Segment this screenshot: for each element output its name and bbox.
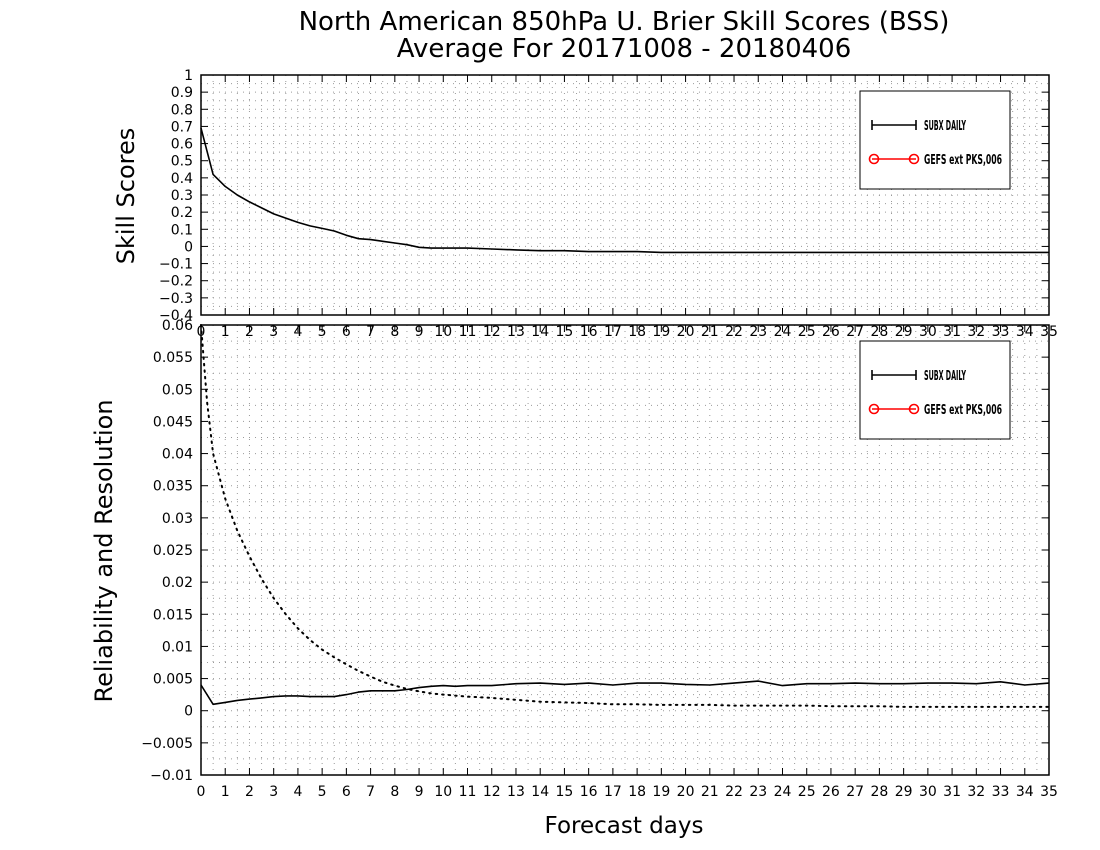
top-y-tick-label: 1	[184, 68, 193, 84]
bottom-y-tick-label: 0.02	[162, 575, 193, 591]
bottom-x-tick-label: 20	[677, 784, 695, 800]
top-y-tick-label: 0	[184, 239, 193, 255]
bottom-x-tick-label: 29	[895, 784, 913, 800]
top-legend-box	[859, 90, 1011, 190]
bottom-legend: SUBX DAILY GEFS ext PKS,006	[859, 340, 1011, 440]
top-legend-marker-1	[908, 153, 920, 165]
bottom-x-tick-label: 14	[531, 784, 549, 800]
bottom-x-tick-label: 0	[197, 784, 206, 800]
bottom-legend-box	[859, 340, 1011, 440]
bottom-x-tick-label: 31	[943, 784, 961, 800]
bottom-legend-marker-1	[868, 403, 880, 415]
bottom-x-tick-label: 17	[604, 784, 622, 800]
top-series-0-line	[200, 127, 1049, 254]
top-y-tick-label: 0.2	[171, 205, 193, 221]
bottom-x-tick-label: 16	[580, 784, 598, 800]
bottom-x-tick-label: 7	[366, 784, 375, 800]
bottom-x-tick-label: 34	[1016, 784, 1034, 800]
bottom-x-tick-label: 1	[221, 784, 230, 800]
bottom-x-tick-label: 15	[556, 784, 574, 800]
top-y-tick-label: 0.7	[171, 119, 193, 135]
bottom-y-tick-label: 0.03	[162, 511, 193, 527]
bottom-series-1-line	[200, 324, 1050, 708]
bottom-y-tick-label: −0.01	[150, 768, 193, 784]
bottom-x-tick-label: 33	[992, 784, 1010, 800]
bottom-x-tick-label: 35	[1040, 784, 1058, 800]
bottom-legend-label-1: GEFS ext PKS,006	[924, 403, 1002, 418]
bottom-x-tick-label: 21	[701, 784, 719, 800]
top-legend-label-0: SUBX DAILY	[924, 119, 966, 134]
bottom-legend-marker-1	[908, 403, 920, 415]
top-y-tick-label: 0.1	[171, 222, 193, 238]
bottom-y-tick-label: 0.015	[153, 607, 193, 623]
reliability-resolution-panel: −0.01 −0.005 0 0.005 0.01 0.015 0.02 0.025 0.03 0…	[141, 318, 1058, 800]
bottom-legend-label-0: SUBX DAILY	[924, 369, 966, 384]
top-y-axis-label: Skill Scores	[112, 128, 140, 265]
top-legend-marker-1	[868, 153, 880, 165]
top-y-tick-label: 0.4	[171, 171, 193, 187]
top-y-tick-label: 0.3	[171, 188, 193, 204]
top-y-tick-label: −0.2	[159, 274, 193, 290]
bottom-x-tick-label: 32	[967, 784, 985, 800]
bottom-y-axis-label: Reliability and Resolution	[90, 399, 118, 702]
bottom-x-tick-label: 25	[798, 784, 816, 800]
bottom-x-tick-label: 24	[774, 784, 792, 800]
top-y-tick-label: 0.5	[171, 154, 193, 170]
bottom-x-tick-label: 9	[415, 784, 424, 800]
top-legend-label-1: GEFS ext PKS,006	[924, 153, 1002, 168]
bottom-x-tick-label: 5	[318, 784, 327, 800]
bottom-x-tick-label: 13	[507, 784, 525, 800]
bottom-x-tick-label: 28	[870, 784, 888, 800]
bottom-x-tick-label: 30	[919, 784, 937, 800]
top-y-tick-label: 0.9	[171, 85, 193, 101]
bottom-y-tick-label: 0.06	[162, 318, 193, 334]
bottom-x-tick-label: 3	[269, 784, 278, 800]
bottom-x-tick-label: 27	[846, 784, 864, 800]
bottom-y-tick-label: 0.045	[153, 414, 193, 430]
bottom-y-tick-label: 0.035	[153, 479, 193, 495]
bottom-x-tick-label: 11	[459, 784, 477, 800]
bottom-x-tick-label: 26	[822, 784, 840, 800]
bottom-y-tick-label: 0.05	[162, 382, 193, 398]
bottom-x-tick-label: 23	[749, 784, 767, 800]
top-y-tick-label: −0.4	[159, 308, 193, 324]
top-y-tick-label: −0.3	[159, 291, 193, 307]
bottom-y-tick-label: 0.04	[162, 447, 193, 463]
chart-title-line1: North American 850hPa U. Brier Skill Sco…	[299, 7, 950, 37]
bottom-x-tick-label: 8	[390, 784, 399, 800]
bottom-y-tick-label: −0.005	[141, 736, 193, 752]
bottom-y-tick-label: 0.025	[153, 543, 193, 559]
skill-score-panel: −0.4−0.3−0.2−0.100.10.20.30.40.50.60.70.…	[159, 68, 1058, 340]
bottom-x-tick-label: 19	[652, 784, 670, 800]
bottom-y-tick-label: 0.055	[153, 350, 193, 366]
x-axis-label: Forecast days	[545, 813, 704, 839]
bottom-x-tick-label: 18	[628, 784, 646, 800]
top-y-tick-label: 0.6	[171, 137, 193, 153]
bottom-x-tick-label: 6	[342, 784, 351, 800]
bottom-x-tick-label: 12	[483, 784, 501, 800]
top-y-tick-label: −0.1	[159, 257, 193, 273]
bottom-x-tick-label: 4	[293, 784, 302, 800]
bottom-x-tick-label: 10	[434, 784, 452, 800]
bottom-x-tick-label: 2	[245, 784, 254, 800]
bottom-y-tick-label: 0.005	[153, 672, 193, 688]
bottom-x-tick-label: 22	[725, 784, 743, 800]
chart-title-line2: Average For 20171008 - 20180406	[397, 34, 852, 64]
top-grid	[201, 75, 1049, 315]
top-legend: SUBX DAILY GEFS ext PKS,006	[859, 90, 1011, 190]
top-y-tick-label: 0.8	[171, 102, 193, 118]
bottom-series-0-line	[200, 680, 1050, 706]
bottom-y-tick-label: 0	[184, 704, 193, 720]
bottom-y-tick-label: 0.01	[162, 639, 193, 655]
